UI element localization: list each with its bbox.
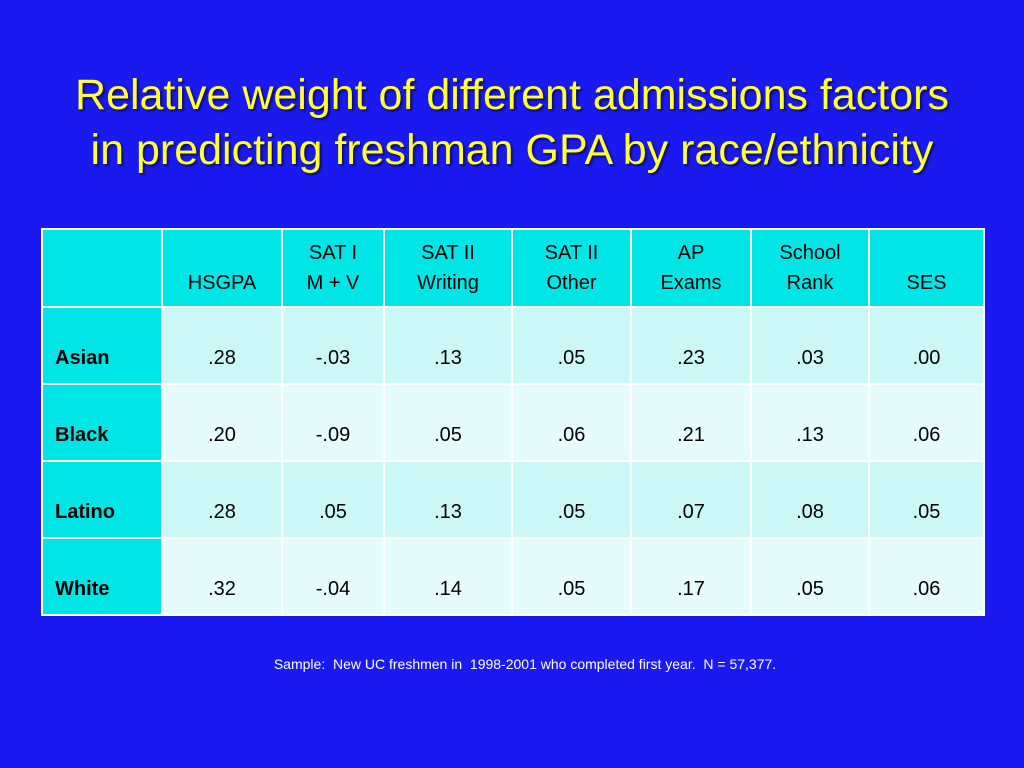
column-header-sat2-writing: SAT II Writing <box>383 228 513 308</box>
column-header-sat2-other: SAT II Other <box>511 228 632 308</box>
slide-title-line-1: Relative weight of different admissions … <box>75 71 949 119</box>
table-row: Asian .28 -.03 .13 .05 .23 .03 .00 <box>41 306 985 385</box>
slide-title: Relative weight of different admissions … <box>0 68 1024 178</box>
table-cell: .17 <box>630 537 752 616</box>
table-cell: .20 <box>161 383 283 462</box>
table-cell: .14 <box>383 537 513 616</box>
table-cell: .32 <box>161 537 283 616</box>
table-cell: .05 <box>511 306 632 385</box>
column-header-ap-exams: AP Exams <box>630 228 752 308</box>
row-label: White <box>41 537 163 616</box>
table-cell: .13 <box>383 306 513 385</box>
table-cell: .05 <box>383 383 513 462</box>
table-cell: .05 <box>511 460 632 539</box>
table-cell: .13 <box>383 460 513 539</box>
slide-title-line-2: in predicting freshman GPA by race/ethni… <box>90 126 934 174</box>
row-label: Latino <box>41 460 163 539</box>
table-cell: -.04 <box>281 537 385 616</box>
table-cell: .28 <box>161 460 283 539</box>
table-cell: .00 <box>868 306 985 385</box>
table-cell: .06 <box>511 383 632 462</box>
table-row: Black .20 -.09 .05 .06 .21 .13 .06 <box>41 383 985 462</box>
row-label: Black <box>41 383 163 462</box>
table-cell: .23 <box>630 306 752 385</box>
header-corner <box>41 228 163 308</box>
table-cell: .08 <box>750 460 870 539</box>
table-cell: .06 <box>868 383 985 462</box>
table-cell: -.09 <box>281 383 385 462</box>
table-cell: .05 <box>750 537 870 616</box>
table-cell: .05 <box>868 460 985 539</box>
table-cell: .07 <box>630 460 752 539</box>
table-cell: .06 <box>868 537 985 616</box>
sample-footnote: Sample: New UC freshmen in 1998-2001 who… <box>273 656 777 672</box>
table-cell: .28 <box>161 306 283 385</box>
column-header-school-rank: School Rank <box>750 228 870 308</box>
table-cell: .21 <box>630 383 752 462</box>
column-header-hsgpa: HSGPA <box>161 228 283 308</box>
table-cell: .03 <box>750 306 870 385</box>
table-row: White .32 -.04 .14 .05 .17 .05 .06 <box>41 537 985 616</box>
table-cell: .13 <box>750 383 870 462</box>
table-cell: -.03 <box>281 306 385 385</box>
table-row: Latino .28 .05 .13 .05 .07 .08 .05 <box>41 460 985 539</box>
table-cell: .05 <box>281 460 385 539</box>
column-header-ses: SES <box>868 228 985 308</box>
row-label: Asian <box>41 306 163 385</box>
table-cell: .05 <box>511 537 632 616</box>
